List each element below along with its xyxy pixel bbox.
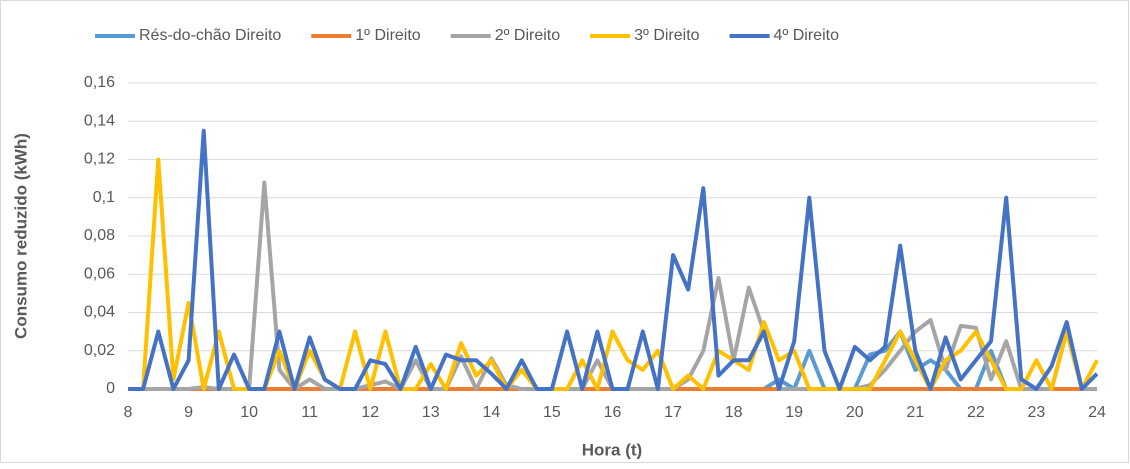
x-tick-label: 20 <box>846 404 864 421</box>
x-tick-label: 9 <box>184 404 193 421</box>
x-tick-label: 17 <box>664 404 682 421</box>
x-tick-label: 8 <box>124 404 133 421</box>
y-tick-label: 0,1 <box>93 189 115 206</box>
y-tick-label: 0,12 <box>84 151 115 168</box>
x-tick-label: 10 <box>240 404 258 421</box>
legend-label: 1º Direito <box>355 27 421 44</box>
y-tick-label: 0,14 <box>84 112 115 129</box>
y-tick-label: 0,06 <box>84 265 115 282</box>
y-tick-label: 0 <box>106 380 115 397</box>
x-tick-label: 24 <box>1088 404 1106 421</box>
y-axis-title: Consumo reduzido (kWh) <box>11 133 30 339</box>
y-tick-label: 0,08 <box>84 227 115 244</box>
x-tick-label: 15 <box>543 404 561 421</box>
y-tick-label: 0,02 <box>84 342 115 359</box>
y-tick-label: 0,16 <box>84 74 115 91</box>
x-tick-label: 12 <box>361 404 379 421</box>
x-tick-label: 18 <box>725 404 743 421</box>
x-tick-label: 19 <box>785 404 803 421</box>
x-tick-label: 11 <box>301 404 318 421</box>
legend-label: Rés-do-chão Direito <box>139 27 281 44</box>
legend-label: 2º Direito <box>495 27 561 44</box>
x-axis-title: Hora (t) <box>582 440 642 459</box>
x-tick-label: 14 <box>482 404 500 421</box>
x-tick-label: 13 <box>422 404 440 421</box>
x-tick-label: 23 <box>1028 404 1046 421</box>
legend-label: 3º Direito <box>634 27 700 44</box>
x-tick-label: 21 <box>906 404 924 421</box>
x-tick-label: 22 <box>967 404 985 421</box>
series-line <box>128 128 1099 391</box>
y-tick-label: 0,04 <box>84 304 115 321</box>
x-tick-label: 16 <box>604 404 622 421</box>
legend-label: 4º Direito <box>774 27 840 44</box>
